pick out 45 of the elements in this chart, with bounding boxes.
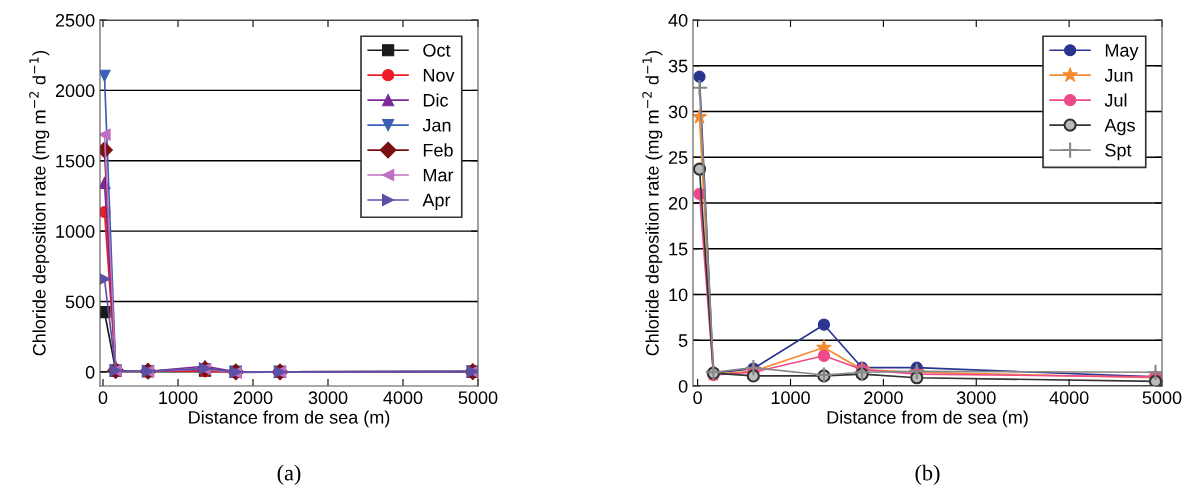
x-axis-title: Distance from de sea (m)	[189, 410, 390, 428]
legend-label: Jan	[422, 119, 451, 132]
legend-label: Dic	[423, 93, 449, 107]
legend-label: Ags	[1104, 119, 1135, 136]
x-tick-label: 1000	[159, 391, 198, 405]
x-tick-label: 0	[98, 391, 108, 405]
text: (a)	[277, 464, 301, 485]
legend-label: May	[1105, 44, 1139, 61]
y-tick-label: 25	[668, 151, 688, 164]
y-tick-label: 30	[668, 105, 688, 119]
x-tick-label: 4000	[1049, 391, 1089, 405]
y-tick-label: 0	[85, 365, 95, 379]
x-tick-label: 2000	[233, 391, 273, 405]
x-tick-label: 2000	[864, 391, 903, 405]
y-tick-label: 40	[668, 13, 688, 27]
legend-label: Jun	[1104, 69, 1133, 82]
x-tick-label: 4000	[383, 391, 423, 405]
x-axis-title: Distance from de sea (m)	[827, 410, 1028, 428]
x-tick-label: 5000	[458, 391, 498, 405]
y-tick-label: 2000	[55, 84, 95, 98]
text: (b)	[915, 464, 940, 485]
y-tick-label: 2500	[55, 13, 95, 27]
y-tick-label: 0	[678, 379, 688, 393]
legend-label: Apr	[422, 193, 451, 211]
x-tick-label: 3000	[956, 391, 996, 405]
y-axis-title: Chloride deposition rate (mg m$^{−2}$ d$^{−1}$)	[642, 50, 663, 356]
y-tick-label: 1500	[56, 154, 95, 168]
y-tick-label: 35	[668, 59, 688, 73]
y-tick-label: 500	[65, 295, 95, 309]
y-tick-label: 1000	[56, 225, 95, 238]
legend-label: Oct	[423, 43, 451, 57]
legend-label: Jul	[1104, 93, 1127, 107]
legend-label: Feb	[423, 143, 453, 157]
y-axis-title: Chloride deposition rate (mg m$^{−2}$ d$^{−1}$)	[29, 50, 50, 356]
x-tick-label: 5000	[1142, 391, 1182, 405]
y-tick-label: 15	[669, 242, 688, 256]
y-tick-label: 5	[678, 334, 688, 347]
x-tick-label: 1000	[771, 391, 810, 405]
y-tick-label: 10	[669, 288, 688, 302]
legend-label: Nov	[423, 69, 455, 82]
legend-label: Mar	[423, 168, 454, 182]
y-tick-label: 20	[668, 196, 688, 210]
legend-label: Spt	[1105, 143, 1132, 161]
x-tick-label: 0	[693, 391, 702, 405]
x-tick-label: 3000	[308, 391, 348, 405]
